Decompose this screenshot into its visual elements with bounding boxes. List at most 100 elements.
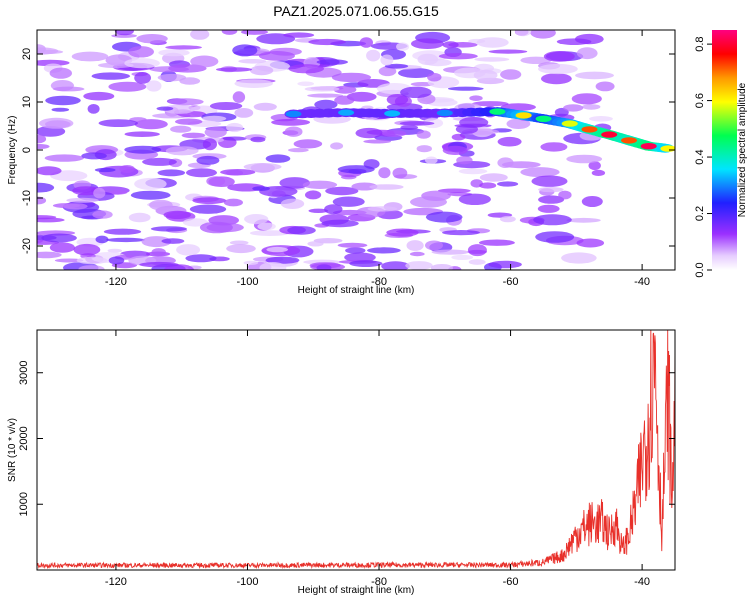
spectrogram-noise-blob [226,122,244,133]
spectrogram-noise-blob [37,217,65,223]
spectrogram-noise-blob [258,51,295,61]
spectrogram-noise-blob [93,187,106,199]
spectrogram-noise-blob [380,54,394,66]
spectrogram-noise-blob [265,154,291,163]
spectrogram-y-tick-label: 10 [21,96,33,108]
spectrogram-noise-blob [430,264,453,270]
spectrogram-signal-peak [601,131,618,138]
spectrogram-noise-blob [124,145,162,154]
spectrogram-noise-blob [520,56,552,64]
spectrogram-noise-blob [409,251,425,257]
spectrogram-noise-blob [308,208,329,213]
spectrogram-noise-blob [367,206,398,212]
spectrogram-noise-blob [334,95,355,105]
spectrogram-noise-blob [438,53,478,60]
spectrogram-noise-blob [473,69,498,81]
spectrogram-noise-blob [416,130,431,139]
spectrogram-noise-blob [91,72,130,80]
colorbar-tick-label: 0.2 [694,206,706,221]
spectrogram-noise-blob [576,47,598,60]
spectrogram-noise-blob [287,226,316,235]
spectrogram-noise-blob [400,86,432,99]
spectrogram-noise-blob [204,126,227,138]
spectrogram-noise-blob [478,239,515,246]
spectrogram-noise-blob [474,57,510,62]
spectrogram-noise-blob [468,259,486,265]
spectrogram-noise-blob [234,79,273,88]
spectrogram-noise-blob [134,177,167,190]
colorbar-tick-label: 0.6 [694,93,706,108]
spectrogram-noise-blob [288,148,309,153]
spectrogram-noise-blob [202,115,227,122]
spectrogram-noise-blob [49,242,75,253]
spectrogram-x-tick-label: -40 [634,276,650,288]
spectrogram-signal-peak [640,143,657,150]
spectrogram-noise-blob [455,124,478,134]
spectrogram-noise-blob [156,106,174,111]
spectrogram-signal-peak [621,137,637,144]
spectrogram-noise-blob [563,104,584,112]
spectrogram-noise-blob [243,260,259,265]
spectrogram-noise-blob [63,203,88,210]
snr-line [37,330,675,570]
spectrogram-noise-blob [405,261,433,270]
spectrogram-noise-blob [37,143,50,150]
spectrogram-noise-blob [591,169,606,176]
spectrogram-noise-blob [157,169,186,177]
spectrogram-noise-blob [506,118,531,129]
spectrogram-noise-blob [66,197,99,203]
spectrogram-noise-blob [416,145,432,153]
spectrogram-noise-blob [476,37,509,48]
spectrogram-noise-blob [396,42,410,51]
spectrogram-noise-blob [130,190,171,200]
spectrogram-noise-blob [367,247,401,254]
spectrogram-noise-blob [98,119,138,127]
spectrogram-noise-blob [259,262,287,270]
spectrogram-noise-blob [456,156,473,165]
spectrogram-signal-peak [338,109,355,116]
spectrogram-noise-blob [37,182,55,193]
spectrogram-noise-blob [386,94,409,106]
spectrogram-noise-blob [314,99,338,110]
spectrogram-noise-blob [325,186,359,196]
spectrogram-noise-blob [531,175,568,187]
spectrogram-noise-blob [330,142,344,150]
spectrogram-noise-blob [108,81,147,92]
spectrogram-noise-blob [124,131,160,137]
spectrogram-noise-blob [442,145,468,155]
spectrogram-noise-blob [381,261,410,270]
spectrogram-noise-blob [190,55,219,68]
snr-marks [37,330,675,570]
spectrogram-noise-blob [369,184,404,190]
spectrogram-noise-blob [398,68,434,78]
spectrogram-signal-peak [581,126,598,133]
snr-y-tick-label: 1000 [18,492,30,516]
spectrogram-signal-peak [489,108,506,115]
spectrogram-noise-blob [363,139,392,144]
spectrogram-noise-blob [249,65,274,76]
spectrogram-noise-blob [49,67,72,79]
spectrogram-noise-blob [141,236,172,248]
spectrogram-noise-blob [425,240,443,251]
spectrogram-noise-blob [257,222,276,231]
colorbar [712,30,737,270]
spectrogram-noise-blob [119,165,135,173]
spectrogram-noise-blob [142,157,177,166]
spectrogram-noise-blob [165,45,203,50]
spectrogram-noise-blob [244,214,269,225]
spectrogram-noise-blob [176,244,201,256]
colorbar-label: Normalized spectral amplitude [737,82,748,217]
spectrogram-noise-blob [288,64,325,74]
spectrogram-noise-blob [52,86,85,92]
spectrogram-noise-blob [297,81,315,87]
spectrogram-signal-peak [660,145,675,152]
spectrogram-signal-peak [535,115,552,123]
spectrogram-noise-blob [37,196,47,205]
spectrogram-noise-blob [427,72,442,82]
snr-x-tick-label: -40 [634,576,650,588]
spectrogram-noise-blob [196,155,220,165]
colorbar-tick-label: 0.0 [694,262,706,277]
spectrogram-noise-blob [451,133,466,141]
snr-x-tick-label: -80 [371,576,387,588]
